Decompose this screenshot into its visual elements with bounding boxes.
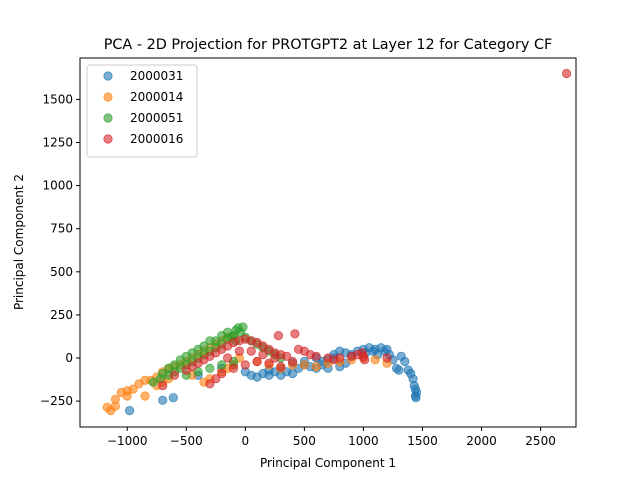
data-point (335, 353, 345, 363)
data-point (311, 351, 321, 361)
x-tick-label: −500 (170, 434, 203, 448)
data-point (359, 355, 370, 365)
legend-box (86, 64, 198, 158)
data-point (273, 330, 283, 341)
data-point (400, 356, 410, 367)
data-point (394, 365, 404, 375)
data-point (125, 405, 135, 416)
x-tick-label: 1500 (407, 434, 438, 448)
data-point (299, 360, 309, 370)
x-tick-label: −1000 (107, 434, 148, 448)
data-point (128, 384, 138, 394)
data-point (158, 380, 168, 391)
data-point (110, 394, 121, 404)
legend-label: 2000016 (130, 132, 183, 146)
y-tick-label: 750 (50, 222, 73, 236)
x-tick-label: 2000 (466, 434, 497, 448)
y-axis-label: Principal Component 2 (12, 174, 26, 310)
data-point (211, 374, 221, 384)
legend-marker (103, 134, 113, 144)
data-point (410, 391, 420, 401)
y-tick-label: 1250 (42, 135, 73, 149)
data-point (205, 379, 215, 389)
data-point (561, 68, 572, 79)
data-point (228, 363, 239, 373)
y-tick-label: 0 (65, 351, 73, 365)
axis-ticks: −1000 −500 0 500 1000 1500 2000 2500 −250 0 250 500… (40, 92, 556, 448)
data-point (252, 356, 262, 367)
data-point (287, 356, 298, 367)
data-point (217, 330, 227, 341)
legend-label: 2000051 (130, 111, 183, 125)
legend-marker (103, 92, 113, 102)
data-point (169, 370, 180, 380)
data-point (234, 346, 244, 356)
legend-label: 2000014 (130, 90, 183, 104)
data-point (158, 368, 168, 379)
legend: 2000031 2000014 2000051 2000016 (86, 64, 198, 158)
x-tick-label: 1000 (348, 434, 379, 448)
data-point (264, 358, 274, 368)
data-point (246, 346, 256, 356)
y-tick-label: 1000 (42, 179, 73, 193)
data-point (217, 368, 227, 379)
data-point (264, 370, 274, 380)
data-point (276, 361, 286, 372)
data-point (158, 395, 168, 405)
data-point (311, 361, 321, 372)
data-point (164, 363, 174, 373)
data-point (370, 355, 380, 365)
plot-area (102, 68, 572, 416)
data-point (282, 351, 292, 361)
axes-frame (79, 57, 577, 428)
data-point (168, 393, 178, 403)
data-point (382, 353, 392, 363)
legend-marker (103, 113, 113, 123)
data-point (290, 329, 300, 339)
x-tick-label: 2500 (525, 434, 556, 448)
y-tick-label: 250 (50, 308, 73, 322)
series-2000016 (158, 68, 572, 391)
data-point (270, 353, 280, 363)
legend-marker (103, 71, 113, 81)
chart-title: PCA - 2D Projection for PROTGPT2 at Laye… (104, 37, 553, 53)
data-point (175, 355, 185, 365)
y-tick-label: 500 (50, 265, 73, 279)
x-tick-label: 0 (242, 434, 250, 448)
data-point (223, 353, 233, 363)
data-point (205, 363, 215, 373)
data-point (140, 391, 150, 401)
data-point (217, 360, 227, 370)
data-point (240, 360, 250, 370)
data-point (258, 349, 268, 360)
y-tick-label: −250 (40, 394, 73, 408)
y-tick-label: 1500 (42, 92, 73, 106)
legend-label: 2000031 (130, 69, 183, 83)
data-point (205, 336, 215, 346)
x-axis-label: Principal Component 1 (260, 456, 396, 470)
x-tick-label: 500 (293, 434, 316, 448)
